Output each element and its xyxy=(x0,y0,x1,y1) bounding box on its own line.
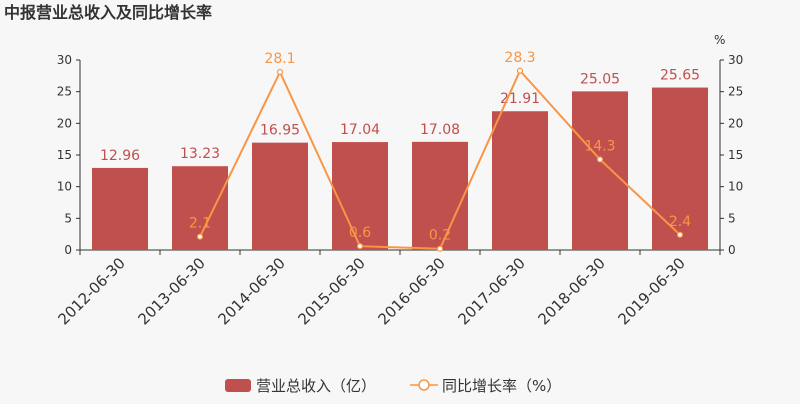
growth-point xyxy=(196,233,204,240)
x-tick-label: 2017-06-30 xyxy=(454,254,528,328)
y-left-tick-label: 10 xyxy=(57,180,72,194)
y-right-tick-label: 5 xyxy=(728,211,736,225)
bar-value-label: 13.23 xyxy=(180,146,220,162)
growth-value-label: 2.1 xyxy=(189,216,211,232)
y-right-tick-label: 30 xyxy=(728,53,743,67)
growth-value-label: 14.3 xyxy=(584,138,615,154)
legend-line-label: 同比增长率（%） xyxy=(442,377,561,395)
x-tick-label: 2014-06-30 xyxy=(214,254,288,328)
bar-value-label: 16.95 xyxy=(260,123,300,139)
bar-value-label: 17.04 xyxy=(340,122,380,138)
legend[interactable]: 营业总收入（亿） 同比增长率（%） xyxy=(225,377,561,395)
chart-title: 中报营业总收入及同比增长率 xyxy=(4,3,212,22)
bar xyxy=(572,91,628,250)
y-left-tick-label: 30 xyxy=(57,53,72,67)
y-right-tick-label: 25 xyxy=(728,85,743,99)
bar xyxy=(332,142,388,250)
legend-bar-label: 营业总收入（亿） xyxy=(256,377,376,395)
bar-value-label: 21.91 xyxy=(500,91,540,107)
growth-value-label: 2.4 xyxy=(669,214,691,230)
x-tick-label: 2019-06-30 xyxy=(614,254,688,328)
y-left-tick-label: 15 xyxy=(57,148,72,162)
y-left-tick-label: 0 xyxy=(64,243,72,257)
y-left-tick-label: 5 xyxy=(64,211,72,225)
x-tick-label: 2013-06-30 xyxy=(134,254,208,328)
bar xyxy=(252,142,308,250)
line-labels-layer: 2.1 28.1 0.6 0.2 28.3 14.3 2.4 xyxy=(189,50,691,244)
growth-value-label: 0.6 xyxy=(349,225,371,241)
x-tick-labels-layer: 2012-06-30 2013-06-30 2014-06-30 2015-06-30… xyxy=(54,254,688,328)
bars-layer xyxy=(92,87,708,250)
axes-layer: 0 5 10 15 20 25 30 0 5 10 15 20 25 30 xyxy=(57,53,744,257)
growth-value-label: 28.3 xyxy=(504,50,535,66)
legend-line-marker xyxy=(418,379,430,391)
bar xyxy=(492,111,548,250)
bar-value-label: 12.96 xyxy=(100,148,140,164)
bar xyxy=(412,141,468,250)
y-right-tick-label: 0 xyxy=(728,243,736,257)
line-layer xyxy=(196,67,684,252)
bar xyxy=(92,167,148,250)
growth-point xyxy=(356,243,364,250)
growth-value-label: 0.2 xyxy=(429,228,451,244)
x-tick-label: 2015-06-30 xyxy=(294,254,368,328)
bar-value-label: 17.08 xyxy=(420,122,460,138)
y-right-tick-label: 10 xyxy=(728,180,743,194)
y-left-tick-label: 20 xyxy=(57,116,72,130)
growth-point xyxy=(676,231,684,238)
bar xyxy=(652,87,708,250)
y-right-tick-label: 20 xyxy=(728,116,743,130)
growth-point xyxy=(516,67,524,74)
bar-value-label: 25.65 xyxy=(660,68,700,84)
y-left-tick-label: 25 xyxy=(57,85,72,99)
x-tick-label: 2018-06-30 xyxy=(534,254,608,328)
growth-value-label: 28.1 xyxy=(264,51,295,67)
growth-point xyxy=(276,68,284,76)
bar-value-label: 25.05 xyxy=(580,71,620,87)
x-tick-label: 2016-06-30 xyxy=(374,254,448,328)
x-tick-label: 2012-06-30 xyxy=(54,254,128,328)
y-right-tick-label: 15 xyxy=(728,148,743,162)
growth-point xyxy=(436,245,444,252)
legend-bar-swatch xyxy=(225,379,251,392)
right-axis-unit: % xyxy=(714,33,725,47)
growth-point xyxy=(596,156,604,163)
